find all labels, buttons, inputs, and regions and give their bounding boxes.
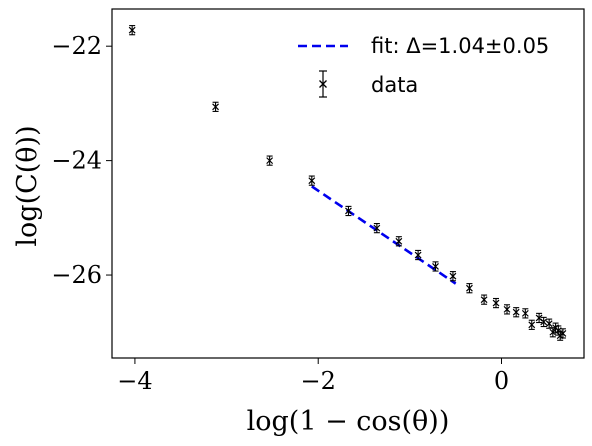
- data-point: [414, 249, 422, 261]
- plot-area: [111, 8, 585, 359]
- x-marker: [559, 329, 567, 337]
- data-point: [212, 101, 219, 112]
- legend-data-label: data: [371, 73, 418, 97]
- data-point: [466, 283, 473, 294]
- data-point: [345, 205, 352, 217]
- y-axis-label: log(C(θ)): [12, 125, 43, 246]
- x-marker: [512, 308, 520, 316]
- data-point: [503, 304, 511, 315]
- fit-line: [311, 185, 457, 285]
- x-marker: [432, 263, 439, 270]
- data-point: [128, 25, 136, 36]
- x-marker: [540, 318, 548, 326]
- y-tick-label: −26: [51, 261, 102, 289]
- data-point: [540, 316, 548, 328]
- data-point: [512, 307, 520, 318]
- x-marker: [414, 251, 422, 259]
- data-point: [545, 318, 553, 329]
- legend-data-swatch: [319, 70, 327, 98]
- x-marker: [503, 305, 511, 313]
- x-marker: [480, 296, 488, 304]
- x-marker: [395, 237, 403, 245]
- x-tick-label: 0: [494, 367, 509, 395]
- data-point: [535, 312, 543, 324]
- data-point: [521, 308, 529, 319]
- data-layer: [128, 25, 567, 341]
- y-tick-label: −22: [51, 32, 102, 60]
- x-marker: [266, 157, 274, 165]
- x-axis-label: log(1 − cos(θ)): [247, 406, 450, 437]
- x-marker: [128, 26, 136, 34]
- x-marker: [466, 284, 473, 292]
- data-point: [308, 175, 316, 186]
- fit-layer: [311, 185, 457, 285]
- legend-fit-label: fit: Δ=1.04±0.05: [371, 34, 549, 58]
- x-axis: −4 −2 0: [117, 358, 509, 395]
- data-point: [492, 297, 500, 309]
- x-marker: [308, 177, 316, 185]
- x-marker: [449, 272, 457, 280]
- data-point: [432, 261, 439, 272]
- data-point: [528, 319, 536, 330]
- x-tick-label: −4: [117, 367, 152, 395]
- x-marker: [521, 309, 529, 317]
- data-point: [559, 328, 567, 339]
- plot-frame: [111, 8, 585, 359]
- x-marker: [373, 224, 381, 232]
- data-point: [449, 271, 457, 282]
- x-tick-label: −2: [301, 367, 336, 395]
- data-point: [395, 236, 403, 247]
- legend: fit: Δ=1.04±0.05 data: [298, 34, 549, 98]
- data-point: [480, 294, 488, 305]
- y-axis: −22 −24 −26: [51, 32, 112, 289]
- x-marker: [492, 299, 500, 307]
- x-marker: [212, 103, 219, 111]
- x-marker: [535, 314, 543, 322]
- x-marker: [545, 320, 553, 328]
- data-point: [266, 155, 274, 166]
- x-marker: [345, 207, 352, 215]
- data-point: [373, 222, 381, 234]
- x-marker: [528, 321, 536, 329]
- y-tick-label: −24: [51, 147, 102, 175]
